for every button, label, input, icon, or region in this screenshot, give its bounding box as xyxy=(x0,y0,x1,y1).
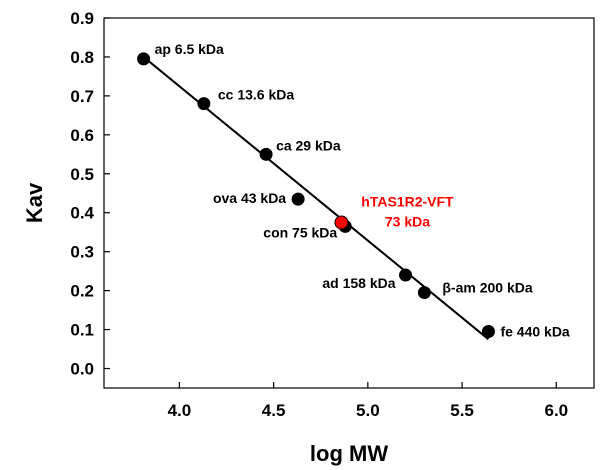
data-point-label: ap 6.5 kDa xyxy=(155,41,224,57)
data-point xyxy=(137,52,151,66)
y-tick-label: 0.4 xyxy=(70,204,94,223)
y-tick-label: 0.1 xyxy=(70,321,94,340)
data-point xyxy=(481,325,495,339)
data-point-label: ca 29 kDa xyxy=(276,137,341,153)
x-tick-label: 4.5 xyxy=(262,401,286,420)
data-point xyxy=(399,268,413,282)
x-tick-label: 5.5 xyxy=(450,401,474,420)
highlight-label-name: hTAS1R2-VFT xyxy=(361,193,454,209)
y-tick-label: 0.2 xyxy=(70,282,94,301)
plot-frame xyxy=(103,17,595,389)
y-tick-label: 0.5 xyxy=(70,165,94,184)
data-point xyxy=(259,147,273,161)
y-axis-title: Kav xyxy=(22,182,47,223)
x-axis-title: log MW xyxy=(310,441,388,466)
y-tick-label: 0.7 xyxy=(70,87,94,106)
x-tick-label: 4.0 xyxy=(168,401,192,420)
highlight-data-point xyxy=(334,215,349,230)
point-labels: ap 6.5 kDa cc 13.6 kDa ca 29 kDa ova 43 kDa… xyxy=(155,41,570,340)
data-point xyxy=(197,97,211,111)
data-point xyxy=(291,192,305,206)
x-tick-label: 5.0 xyxy=(356,401,380,420)
x-tick-label: 6.0 xyxy=(544,401,568,420)
data-point-label: ova 43 kDa xyxy=(213,190,286,206)
data-point-label: β-am 200 kDa xyxy=(442,280,532,296)
y-tick-label: 0.0 xyxy=(70,360,94,379)
y-tick-label: 0.8 xyxy=(70,48,94,67)
highlight-label-mw: 73 kDa xyxy=(385,213,430,229)
data-points xyxy=(137,52,495,339)
data-point-label: fe 440 kDa xyxy=(500,324,569,340)
axes xyxy=(103,17,595,389)
y-tick-label: 0.3 xyxy=(70,243,94,262)
data-point-label: ad 158 kDa xyxy=(322,275,395,291)
y-tick-label: 0.9 xyxy=(70,9,94,28)
y-axis-ticks: 0.0 0.1 0.2 0.3 0.4 0.5 0.6 0.7 0.8 0.9 xyxy=(70,9,110,379)
data-point-label: con 75 kDa xyxy=(263,224,337,240)
y-tick-label: 0.6 xyxy=(70,126,94,145)
x-axis-ticks: 4.0 4.5 5.0 5.5 6.0 xyxy=(168,382,568,420)
data-point xyxy=(417,286,431,300)
data-point-label: cc 13.6 kDa xyxy=(218,87,294,103)
